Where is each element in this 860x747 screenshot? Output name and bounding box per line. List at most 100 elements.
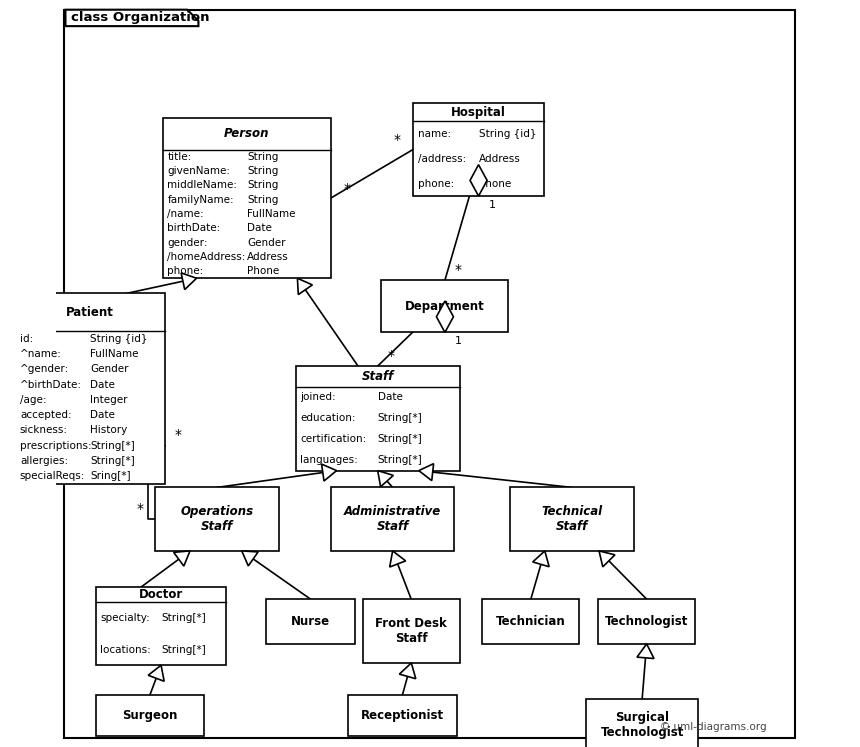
Text: Integer: Integer — [90, 395, 127, 405]
Polygon shape — [181, 273, 197, 290]
Text: Surgical
Technologist: Surgical Technologist — [600, 710, 684, 739]
Text: Doctor: Doctor — [139, 588, 183, 601]
Text: *: * — [344, 182, 351, 196]
Text: Patient: Patient — [66, 306, 114, 319]
Text: Person: Person — [224, 127, 270, 140]
Text: Date: Date — [90, 379, 115, 390]
Bar — [413, 102, 544, 196]
Text: String: String — [247, 152, 279, 162]
Text: String[*]: String[*] — [90, 441, 135, 450]
Polygon shape — [174, 551, 190, 566]
Text: /name:: /name: — [168, 209, 204, 219]
Text: ^name:: ^name: — [20, 349, 62, 359]
Text: String[*]: String[*] — [378, 455, 422, 465]
Text: Front Desk
Staff: Front Desk Staff — [376, 617, 447, 645]
Bar — [482, 599, 580, 644]
Text: sickness:: sickness: — [20, 425, 68, 436]
Text: String: String — [247, 181, 279, 190]
Text: Nurse: Nurse — [291, 615, 330, 628]
Bar — [156, 487, 279, 551]
Polygon shape — [470, 164, 487, 196]
Text: *: * — [388, 349, 395, 362]
Bar — [95, 695, 204, 737]
Text: String {id}: String {id} — [478, 128, 536, 139]
Text: joined:: joined: — [300, 392, 335, 403]
Text: education:: education: — [300, 413, 355, 424]
Text: Technician: Technician — [496, 615, 566, 628]
Text: FullName: FullName — [247, 209, 296, 219]
Text: Address: Address — [247, 252, 289, 262]
Text: Receptionist: Receptionist — [361, 709, 444, 722]
Text: Operations
Staff: Operations Staff — [181, 505, 254, 533]
Text: 1: 1 — [455, 336, 462, 347]
Text: Surgeon: Surgeon — [122, 709, 177, 722]
Text: phone:: phone: — [418, 179, 454, 189]
Text: /address:: /address: — [418, 154, 466, 164]
Text: ^gender:: ^gender: — [20, 365, 69, 374]
Text: Gender: Gender — [90, 365, 129, 374]
Text: Date: Date — [90, 410, 115, 420]
Text: Date: Date — [378, 392, 402, 403]
Polygon shape — [378, 471, 393, 487]
Text: String {id}: String {id} — [90, 334, 148, 344]
Text: Address: Address — [478, 154, 520, 164]
Bar — [363, 599, 460, 663]
Text: Sring[*]: Sring[*] — [90, 471, 131, 481]
Text: class Organization: class Organization — [71, 10, 210, 24]
Text: birthDate:: birthDate: — [168, 223, 221, 233]
Text: middleName:: middleName: — [168, 181, 237, 190]
Bar — [95, 587, 226, 665]
Text: Department: Department — [405, 300, 485, 313]
Text: accepted:: accepted: — [20, 410, 71, 420]
Text: gender:: gender: — [168, 238, 208, 247]
Text: specialReqs:: specialReqs: — [20, 471, 85, 481]
Text: Technical
Staff: Technical Staff — [541, 505, 603, 533]
Text: String[*]: String[*] — [378, 434, 422, 444]
Text: allergies:: allergies: — [20, 456, 68, 466]
Text: phone:: phone: — [168, 266, 204, 276]
Text: familyName:: familyName: — [168, 195, 234, 205]
Text: prescriptions:: prescriptions: — [20, 441, 91, 450]
Text: locations:: locations: — [101, 645, 151, 654]
Bar — [382, 280, 508, 332]
Text: *: * — [137, 502, 144, 515]
Text: ^birthDate:: ^birthDate: — [20, 379, 82, 390]
Polygon shape — [65, 10, 199, 26]
Text: languages:: languages: — [300, 455, 358, 465]
Text: *: * — [393, 134, 400, 147]
Text: String: String — [247, 166, 279, 176]
Text: certification:: certification: — [300, 434, 366, 444]
Text: FullName: FullName — [90, 349, 138, 359]
Polygon shape — [148, 665, 164, 681]
Text: Phone: Phone — [247, 266, 280, 276]
Text: givenName:: givenName: — [168, 166, 230, 176]
Text: *: * — [455, 263, 462, 276]
Text: Phone: Phone — [478, 179, 511, 189]
Bar — [266, 599, 355, 644]
Text: Administrative
Staff: Administrative Staff — [344, 505, 441, 533]
Text: String[*]: String[*] — [378, 413, 422, 424]
Text: specialty:: specialty: — [101, 613, 150, 623]
Bar — [163, 118, 331, 279]
Polygon shape — [436, 301, 453, 332]
Text: /age:: /age: — [20, 395, 46, 405]
Text: Technologist: Technologist — [605, 615, 688, 628]
Text: *: * — [175, 428, 181, 442]
Text: Date: Date — [247, 223, 272, 233]
Text: String[*]: String[*] — [90, 456, 135, 466]
Text: 1: 1 — [488, 200, 495, 210]
Polygon shape — [419, 464, 433, 480]
Bar — [598, 599, 695, 644]
Text: title:: title: — [168, 152, 192, 162]
Text: Hospital: Hospital — [452, 105, 506, 119]
Text: Gender: Gender — [247, 238, 286, 247]
Text: String[*]: String[*] — [161, 613, 206, 623]
Text: name:: name: — [418, 128, 451, 139]
Bar — [15, 294, 165, 484]
Polygon shape — [599, 551, 615, 567]
Polygon shape — [399, 663, 415, 679]
Polygon shape — [242, 551, 258, 566]
Polygon shape — [637, 644, 654, 659]
Bar — [296, 366, 460, 471]
Polygon shape — [322, 464, 336, 481]
